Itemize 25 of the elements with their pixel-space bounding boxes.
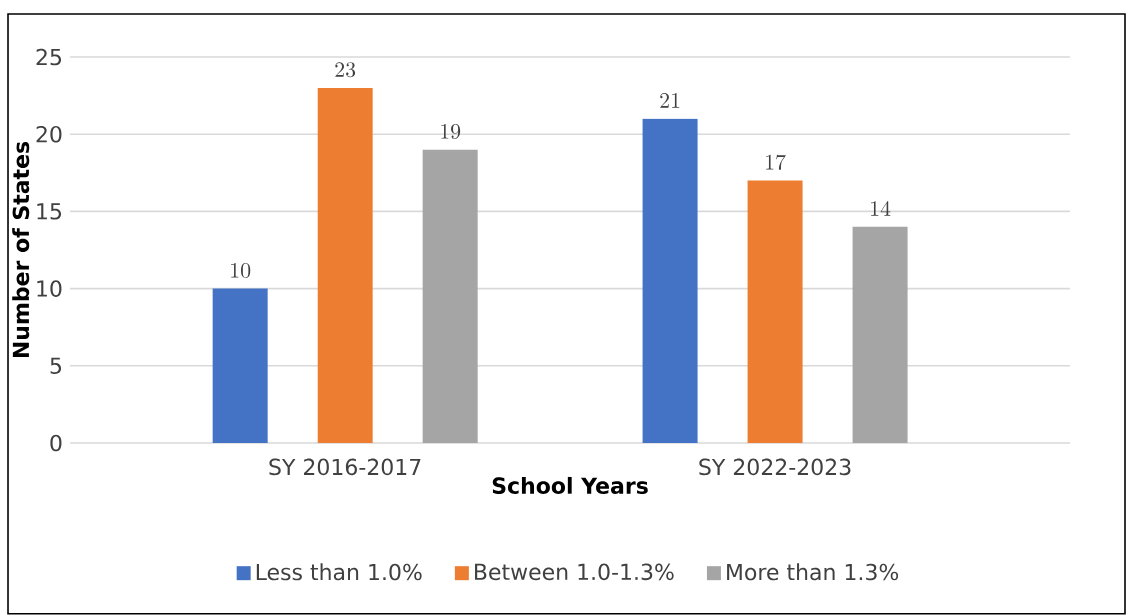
legend-label: Less than 1.0% — [256, 563, 422, 581]
data-label: 17 — [766, 154, 786, 170]
bar — [422, 149, 478, 443]
y-tick-label: 5 — [50, 357, 62, 374]
data-label: 19 — [441, 123, 461, 140]
bar — [212, 288, 268, 443]
x-tick-label: SY 2016-2017 — [269, 458, 421, 476]
x-axis-title: School Years — [492, 476, 648, 494]
bar — [317, 87, 373, 443]
y-tick-label: 20 — [36, 125, 62, 143]
bar — [747, 180, 803, 443]
y-tick-label: 10 — [37, 280, 62, 297]
y-axis-title: Number of States — [12, 141, 30, 358]
bar — [852, 226, 908, 443]
legend-label: More than 1.3% — [727, 563, 899, 581]
y-tick-label: 25 — [36, 48, 62, 66]
bar — [642, 118, 698, 443]
data-label: 23 — [335, 62, 356, 78]
x-tick-label: SY 2022-2023 — [699, 458, 851, 476]
data-label: 14 — [871, 200, 891, 216]
legend-label: Between 1.0-1.3% — [475, 563, 674, 581]
data-label: 10 — [231, 262, 251, 278]
y-tick-label: 15 — [37, 203, 62, 220]
data-label: 21 — [660, 93, 680, 108]
y-tick-label: 0 — [50, 434, 62, 452]
